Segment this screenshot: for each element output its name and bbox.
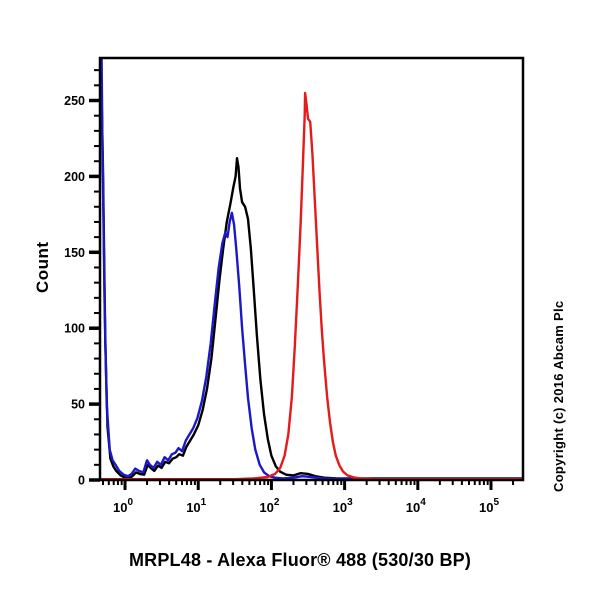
y-tick-label: 250 bbox=[64, 94, 85, 108]
blue-curve bbox=[99, 57, 524, 480]
series-group bbox=[99, 57, 524, 481]
black-curve bbox=[99, 57, 524, 480]
y-tick-label: 150 bbox=[64, 246, 85, 260]
y-tick-label: 100 bbox=[64, 322, 85, 336]
y-axis-label: Count bbox=[33, 241, 52, 293]
x-tick-label: 103 bbox=[333, 497, 353, 515]
x-tick-label: 105 bbox=[479, 497, 499, 515]
x-tick-label: 101 bbox=[186, 497, 206, 515]
plot-border bbox=[98, 56, 525, 482]
copyright-text: Copyright (c) 2016 Abcam Plc bbox=[551, 300, 566, 492]
y-tick-label: 0 bbox=[78, 474, 85, 488]
x-axis-ticks: 100 101 102 103 104 105 bbox=[101, 480, 515, 515]
x-tick-label: 104 bbox=[406, 497, 426, 515]
y-tick-label: 50 bbox=[71, 398, 85, 412]
x-tick-label: 102 bbox=[259, 497, 279, 515]
y-tick-label: 200 bbox=[64, 170, 85, 184]
x-tick-label: 100 bbox=[113, 497, 133, 515]
red-curve bbox=[99, 91, 524, 481]
y-axis-ticks: 0 50 100 150 200 250 bbox=[64, 69, 100, 488]
x-axis-title: MRPL48 - Alexa Fluor® 488 (530/30 BP) bbox=[128, 550, 472, 570]
